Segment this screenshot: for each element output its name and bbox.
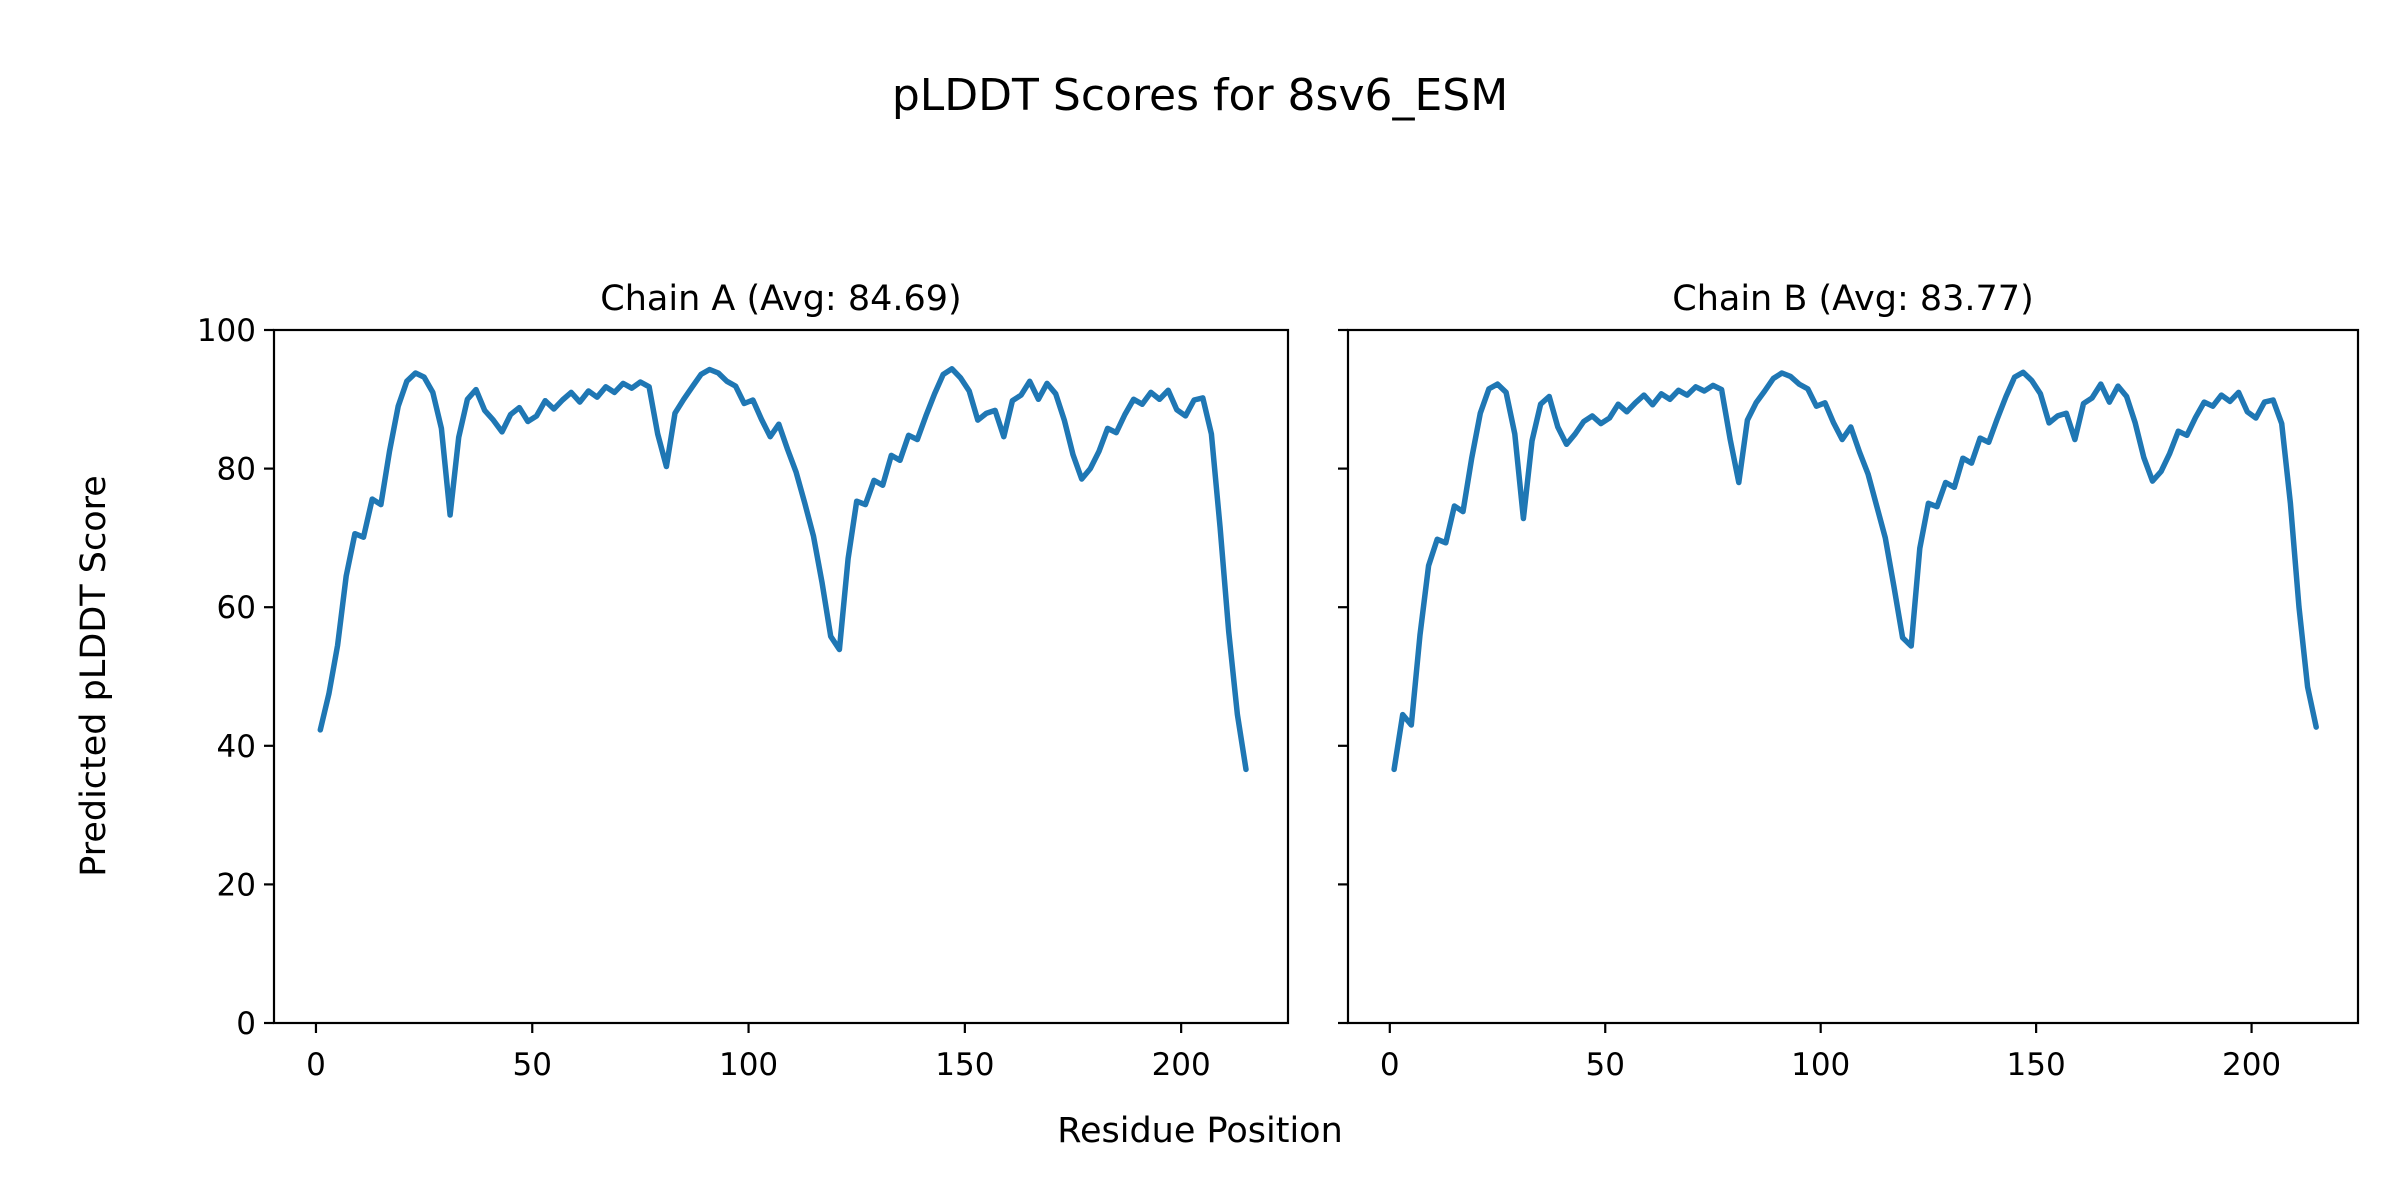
y-tick-label-chain-a: 20	[217, 867, 256, 903]
x-tick-label-chain-a: 150	[935, 1047, 994, 1083]
x-axis-label: Residue Position	[1057, 1111, 1343, 1151]
subplots-group: Chain A (Avg: 84.69) 0 50 100 150 200 0 20 40 60 8…	[197, 279, 2360, 1083]
subplot-chain-b: Chain B (Avg: 83.77) 0 50 100 150 200	[1338, 279, 2360, 1083]
axes-frame-chain-a	[272, 328, 1290, 1025]
x-tick-label-chain-b: 200	[2222, 1047, 2281, 1083]
x-tick-label-chain-b: 100	[1791, 1047, 1850, 1083]
plddt-line-chain-a	[317, 366, 1249, 773]
plddt-line-chain-b	[1391, 369, 2319, 773]
y-tick-label-chain-a: 0	[236, 1006, 256, 1042]
subplot-title-chain-b: Chain B (Avg: 83.77)	[1672, 279, 2033, 319]
x-tick-label-chain-a: 50	[513, 1047, 552, 1083]
y-tick-label-chain-a: 80	[217, 452, 256, 488]
y-axis-label: Predicted pLDDT Score	[74, 475, 114, 877]
subplot-title-chain-a: Chain A (Avg: 84.69)	[600, 279, 961, 319]
x-tick-label-chain-b: 50	[1586, 1047, 1625, 1083]
subplot-chain-a: Chain A (Avg: 84.69) 0 50 100 150 200 0 20 40 60 8…	[197, 279, 1290, 1083]
y-tick-label-chain-a: 60	[217, 590, 256, 626]
x-tick-label-chain-a: 100	[719, 1047, 778, 1083]
axes-frame-chain-b	[1346, 328, 2360, 1025]
y-tick-label-chain-a: 100	[197, 313, 256, 349]
x-tick-label-chain-a: 200	[1152, 1047, 1211, 1083]
x-tick-label-chain-b: 150	[2007, 1047, 2066, 1083]
y-tick-label-chain-a: 40	[217, 729, 256, 765]
x-tick-label-chain-a: 0	[306, 1047, 326, 1083]
x-tick-label-chain-b: 0	[1380, 1047, 1400, 1083]
figure-title: pLDDT Scores for 8sv6_ESM	[892, 70, 1508, 121]
